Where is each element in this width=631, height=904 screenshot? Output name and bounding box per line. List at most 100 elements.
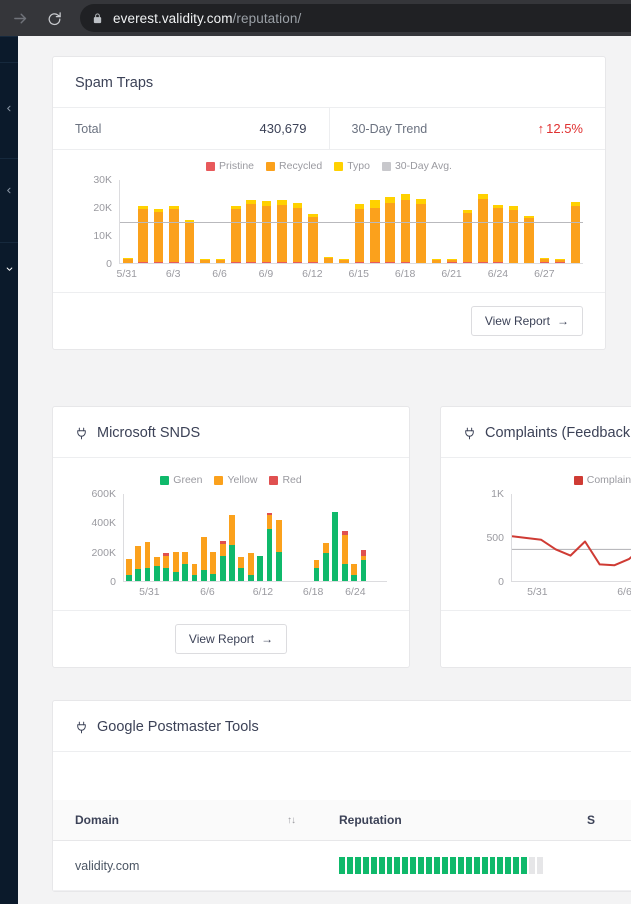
bar-segment	[122, 257, 133, 259]
x-axis-tick: 6/15	[348, 268, 369, 280]
bar-segment	[138, 205, 148, 209]
bar	[261, 201, 272, 264]
reload-icon[interactable]	[40, 4, 68, 32]
address-bar[interactable]: everest.validity.com/reputation/	[80, 4, 631, 32]
bar-column	[171, 494, 180, 582]
x-axis-tick: 6/24	[345, 586, 366, 598]
plot-area	[119, 180, 583, 264]
bar-segment	[308, 216, 318, 263]
reputation-segment	[402, 857, 409, 874]
bar	[385, 197, 395, 264]
reputation-segment	[339, 857, 345, 874]
forward-icon[interactable]	[6, 4, 34, 32]
bar-segment	[276, 551, 282, 582]
sort-icon[interactable]: ↑↓	[287, 814, 296, 826]
bar-segment	[524, 215, 534, 219]
bar-segment	[332, 511, 339, 582]
legend-item: Recycled	[266, 160, 322, 172]
plug-icon	[75, 720, 88, 735]
sidebar-item-4[interactable]	[0, 242, 18, 904]
average-line	[120, 221, 583, 224]
sidebar-item-3[interactable]	[0, 158, 18, 242]
bar-column	[255, 494, 264, 582]
bar	[369, 200, 380, 264]
bar-segment	[219, 540, 226, 544]
legend-label: Typo	[347, 160, 370, 172]
bar-column	[331, 494, 340, 582]
plug-icon	[463, 426, 476, 441]
y-axis-tick: 200K	[91, 546, 116, 559]
complaints-legend: Complaints	[463, 464, 631, 486]
bar-segment	[246, 204, 256, 263]
x-axis-tick: 6/9	[258, 268, 274, 280]
legend-item: Red	[269, 474, 302, 486]
gpt-title-row: Google Postmaster Tools	[53, 701, 631, 752]
bar-column	[368, 494, 377, 582]
bar	[231, 206, 241, 264]
bar-segment	[231, 208, 241, 263]
bar-segment	[360, 550, 367, 557]
chevron-left-icon	[5, 103, 13, 117]
bar-segment	[135, 546, 141, 569]
legend-swatch-icon	[334, 161, 344, 171]
url-host: everest.validity.com	[113, 10, 233, 26]
reputation-segment	[449, 857, 456, 874]
reputation-segment	[521, 857, 528, 874]
legend-label: Green	[173, 474, 203, 486]
legend-label: 30-Day Avg.	[394, 160, 452, 172]
legend-swatch-icon	[266, 161, 276, 171]
gpt-card: Google Postmaster Tools Domain ↑↓ Reputa…	[52, 700, 631, 892]
bar	[138, 205, 148, 264]
column-header-s[interactable]: S	[565, 800, 617, 840]
view-report-button[interactable]: View Report →	[174, 624, 288, 654]
column-header-s-label: S	[587, 813, 596, 827]
bar-segment	[478, 194, 488, 200]
left-nav-rail	[0, 36, 18, 904]
gpt-table-header: Domain ↑↓ Reputation S	[53, 800, 631, 841]
bar-segment	[385, 197, 395, 203]
legend-item: Green	[160, 474, 202, 486]
reputation-segment	[378, 857, 385, 874]
bar-column	[180, 494, 189, 582]
bar-segment	[247, 575, 254, 582]
bar-segment	[144, 542, 151, 569]
bar	[153, 557, 160, 582]
bar-segment	[135, 568, 141, 582]
bar-segment	[191, 564, 198, 575]
bar	[169, 206, 179, 264]
bar-column	[359, 494, 368, 582]
chevron-down-icon	[4, 265, 15, 276]
bar-segment	[200, 259, 210, 263]
view-report-button[interactable]: View Report →	[470, 306, 583, 336]
bar-segment	[210, 573, 217, 582]
x-axis-tick: 5/31	[116, 268, 137, 280]
sidebar-item-2[interactable]	[0, 62, 18, 158]
reputation-segment	[441, 857, 448, 874]
bar-segment	[351, 574, 357, 582]
plot-area	[123, 494, 387, 582]
complaints-card: Complaints (Feedback L Complaints 5/31 6/…	[440, 406, 631, 668]
bar-segment	[200, 537, 207, 570]
bar-segment	[219, 556, 226, 582]
bar-segment	[447, 258, 457, 260]
bar-series	[124, 494, 387, 582]
bar-segment	[229, 515, 235, 545]
x-axis: 5/31 6/6 6/12 6/18 6/24	[123, 582, 387, 602]
reputation-segment	[481, 857, 488, 874]
page-content: Spam Traps Total 430,679 30-Day Trend ↑ 1…	[18, 36, 631, 904]
column-header-reputation[interactable]: Reputation	[317, 800, 565, 840]
bar	[478, 194, 488, 264]
bar	[322, 543, 329, 582]
bar-segment	[341, 564, 348, 582]
legend-item: Pristine	[206, 160, 254, 172]
bar-column	[152, 494, 161, 582]
bar-segment	[313, 560, 320, 569]
stat-total-label: Total	[75, 121, 102, 136]
bar-segment	[313, 568, 320, 582]
table-row[interactable]: validity.com	[53, 841, 631, 891]
reputation-bar	[339, 857, 543, 874]
complaints-title-row: Complaints (Feedback L	[441, 407, 631, 458]
sidebar-item-1[interactable]	[0, 36, 18, 98]
column-header-domain[interactable]: Domain ↑↓	[53, 800, 317, 840]
